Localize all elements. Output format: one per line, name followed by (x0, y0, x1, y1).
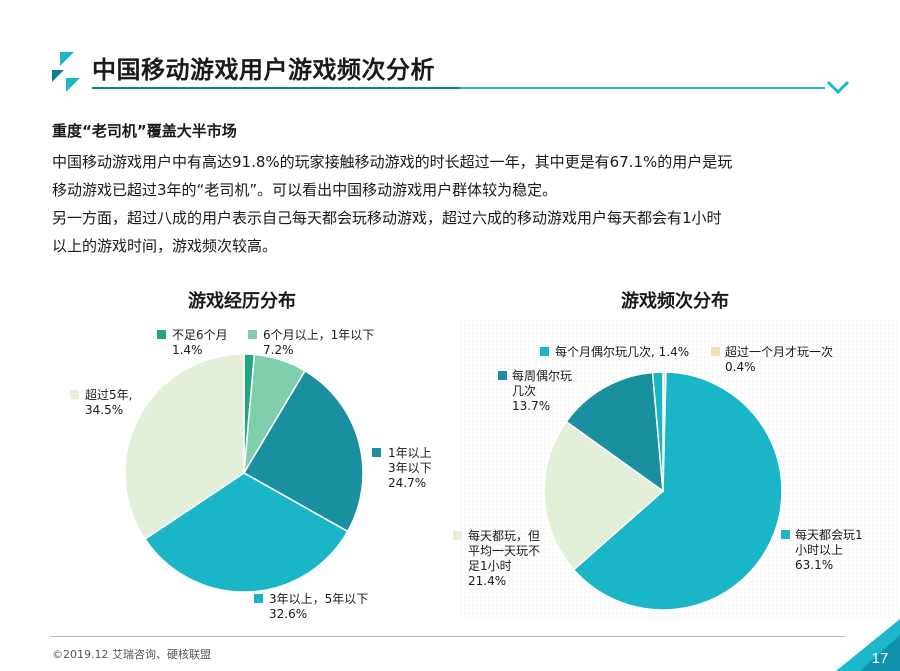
slice-label: 6个月以上，1年以下 (263, 328, 374, 342)
slice-label: 超过5年, (85, 387, 132, 402)
slice-label: 0.4% (725, 360, 756, 374)
slice-label: 7.2% (263, 343, 294, 357)
slice-label: 小时以上 (795, 543, 843, 557)
body-text: 中国移动游戏用户中有高达91.8%的玩家接触移动游戏的时长超过一年，其中更是有6… (52, 148, 862, 260)
body-line: 另一方面，超过八成的用户表示自己每天都会玩移动游戏，超过六成的移动游戏用户每天都… (52, 209, 722, 227)
pie-slice (143, 472, 349, 593)
slice-label: 每天都玩，但 (468, 528, 540, 543)
slice-label: 21.4% (468, 574, 506, 588)
slice-label: 平均一天玩不 (468, 544, 540, 558)
legend-swatch (70, 390, 79, 399)
footer-divider (50, 636, 845, 637)
pie-slice (124, 353, 245, 541)
pie-slice (572, 371, 783, 611)
slice-label: 几次 (512, 384, 536, 398)
section-subtitle: 重度“老司机”覆盖大半市场 (52, 122, 237, 140)
legend-swatch (248, 330, 257, 339)
page-title: 中国移动游戏用户游戏频次分析 (92, 56, 435, 84)
body-line: 以上的游戏时间，游戏频次较高。 (52, 237, 278, 255)
slice-label: 3年以上，5年以下 (269, 592, 368, 606)
pie-slice (242, 369, 364, 533)
body-line: 中国移动游戏用户中有高达91.8%的玩家接触移动游戏的时长超过一年，其中更是有6… (52, 153, 733, 171)
legend-swatch (254, 594, 263, 603)
slice-label: 24.7% (388, 476, 426, 490)
legend-swatch (781, 530, 790, 539)
brand-logo-icon (52, 52, 80, 92)
legend-swatch (498, 371, 507, 380)
page-number: 17 (872, 650, 889, 667)
slice-label: 34.5% (85, 403, 123, 417)
slice-label: 1年以上 (388, 446, 432, 460)
slice-label: 每个月偶尔玩几次, 1.4% (555, 344, 689, 359)
chart2-pie (543, 371, 783, 611)
legend-swatch (453, 531, 462, 540)
pie-slice (565, 371, 664, 493)
slice-label: 63.1% (795, 558, 833, 572)
legend-swatch (711, 347, 720, 356)
page-number-badge: 17 (836, 619, 900, 671)
legend-swatch (540, 347, 549, 356)
slice-label: 每天都会玩1 (795, 527, 863, 542)
chart1-title: 游戏经历分布 (188, 290, 296, 312)
slice-label: 1.4% (172, 343, 203, 357)
slice-label: 每周偶尔玩 (512, 368, 572, 383)
slice-label: 3年以下 (388, 461, 432, 475)
pie-slice (651, 371, 664, 492)
chevron-down-icon (826, 80, 850, 95)
pie-slice (543, 420, 665, 571)
slice-label: 足1小时 (468, 559, 512, 573)
body-line: 移动游戏已超过3年的“老司机”。可以看出中国移动游戏用户群体较为稳定。 (52, 181, 558, 199)
title-underline-accent (92, 87, 460, 89)
slice-label: 32.6% (269, 607, 307, 621)
chart1-pie (124, 353, 364, 593)
chart2-title: 游戏频次分布 (621, 290, 729, 312)
slice-label: 不足6个月 (172, 328, 228, 342)
slice-label: 超过一个月才玩一次 (725, 344, 833, 359)
legend-swatch (372, 448, 381, 457)
legend-swatch (157, 330, 166, 339)
footer-source: ©2019.12 艾瑞咨询、硬核联盟 (52, 648, 211, 661)
slice-label: 13.7% (512, 399, 550, 413)
